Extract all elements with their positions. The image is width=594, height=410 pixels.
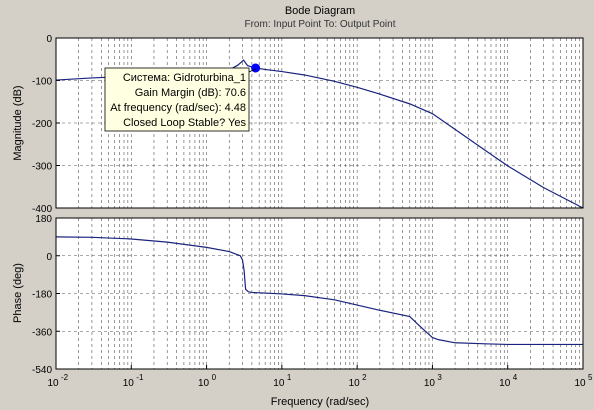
magnitude-plot-border [55,37,584,209]
x-tick-exponent: -2 [61,373,69,382]
phase-grid [56,218,583,369]
x-tick-label: 10 [123,378,135,389]
phase-ylabel: Phase (deg) [12,263,24,323]
x-tick-label: 10 [499,378,511,389]
magnitude-ylabel: Magnitude (dB) [12,85,24,160]
y-tick-label: 180 [35,214,52,225]
datatip-line-frequency: At frequency (rad/sec): 4.48 [110,102,246,114]
chart-title: Bode Diagram [285,5,355,17]
magnitude-axes: 0 -100 -200 -300 -400 Magnitude (dB) [12,34,584,215]
x-tick-exponent: 5 [588,373,593,382]
x-tick-label: 10 [424,378,436,389]
x-tick-label: 10 [349,378,361,389]
gain-margin-marker[interactable] [251,63,261,73]
y-tick-label: -540 [32,365,52,376]
y-tick-label: -200 [32,119,52,130]
datatip-box [104,67,250,132]
y-tick-label: -400 [32,204,52,215]
x-tick-label: 10 [273,378,285,389]
phase-plot-border [55,217,584,370]
x-tick-label: 10 [47,378,59,389]
x-tick-exponent: -1 [136,373,144,382]
phase-line [55,236,583,346]
x-tick-label: 10 [574,378,586,389]
x-tick-exponent: 1 [287,373,292,382]
y-tick-label: -100 [32,77,52,88]
x-tick-label: 10 [198,378,210,389]
x-tick-exponent: 2 [362,373,367,382]
datatip[interactable]: Система: Gidroturbina_1 Gain Margin (dB)… [104,67,257,132]
y-tick-label: 0 [46,252,52,263]
y-tick-label: -360 [32,327,52,338]
datatip-line-gain-margin: Gain Margin (dB): 70.6 [135,87,246,99]
y-tick-label: 0 [46,34,52,45]
x-tick-exponent: 3 [437,373,442,382]
datatip-line-system: Система: Gidroturbina_1 [123,72,246,84]
datatip-line-stable: Closed Loop Stable? Yes [123,117,246,129]
y-tick-label: -300 [32,162,52,173]
x-tick-exponent: 0 [212,373,217,382]
frequency-xlabel: Frequency (rad/sec) [271,396,369,408]
chart-subtitle: From: Input Point To: Output Point [244,19,395,30]
x-tick-exponent: 4 [513,373,518,382]
y-tick-label: -180 [32,290,52,301]
